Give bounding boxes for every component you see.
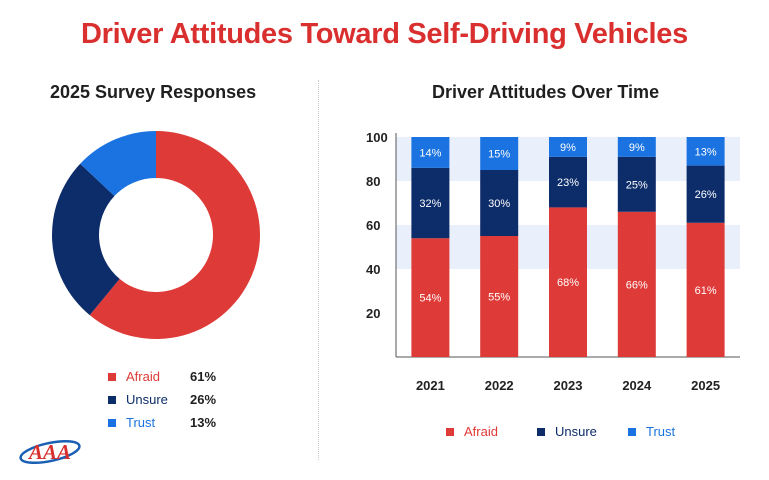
bar-data-label: 55% [488, 292, 510, 304]
bar-data-label: 9% [629, 142, 645, 154]
legend-value: 61% [190, 369, 217, 384]
x-tick-label: 2025 [691, 378, 720, 393]
trust-swatch [628, 427, 636, 436]
bar-data-label: 9% [560, 142, 576, 154]
y-tick-label: 20 [366, 306, 380, 321]
bar-data-label: 13% [695, 146, 717, 158]
unsure-swatch [108, 395, 116, 404]
afraid-swatch [108, 372, 116, 381]
donut-slice-unsure [51, 163, 120, 316]
donut-legend-trust: Trust [108, 415, 155, 430]
bar-legend-unsure: Unsure [537, 424, 597, 439]
section-divider [318, 80, 319, 460]
bar-segment-afraid-2023 [549, 207, 587, 357]
page-title: Driver Attitudes Toward Self-Driving Veh… [81, 18, 688, 50]
x-tick-label: 2023 [554, 378, 583, 393]
bar-data-label: 30% [488, 198, 510, 210]
bar-data-label: 25% [626, 179, 648, 191]
donut-slice-trust [80, 131, 156, 196]
donut-chart [51, 131, 260, 339]
bar-segment-afraid-2025 [686, 222, 725, 357]
legend-label: Unsure [555, 424, 597, 439]
bar-segment-afraid-2022 [480, 236, 519, 357]
y-tick-label: 60 [366, 218, 380, 233]
bar-chart-title: Driver Attitudes Over Time [432, 82, 660, 102]
unsure-swatch [537, 427, 545, 436]
x-tick-label: 2022 [485, 378, 514, 393]
legend-value: 26% [190, 392, 217, 407]
bar-segment-trust-2024 [617, 137, 656, 157]
y-tick-label: 40 [366, 262, 380, 277]
x-tick-label: 2021 [416, 378, 445, 393]
donut-legend-unsure: Unsure [108, 392, 168, 407]
legend-label: Afraid [464, 424, 498, 439]
bar-data-label: 15% [488, 149, 510, 161]
donut-slice-afraid [89, 131, 260, 339]
bar-segment-unsure-2022 [480, 170, 519, 236]
legend-label: Trust [126, 415, 156, 430]
bar-data-label: 68% [557, 277, 579, 289]
bar-data-label: 61% [695, 285, 717, 297]
afraid-swatch [446, 427, 454, 436]
logo-oval [19, 439, 81, 465]
bar-data-label: 54% [419, 293, 441, 305]
bar-segment-afraid-2024 [617, 211, 656, 357]
bar-segment-trust-2022 [480, 137, 519, 170]
bar-legend-trust: Trust [628, 424, 675, 439]
bar-segment-trust-2021 [411, 137, 450, 168]
bar-data-label: 66% [626, 279, 648, 291]
bar-segment-afraid-2021 [411, 238, 450, 357]
legend-label: Unsure [126, 392, 168, 407]
bar-segment-unsure-2023 [549, 156, 587, 208]
bar-data-label: 23% [557, 177, 579, 189]
bar-data-label: 14% [419, 147, 441, 159]
legend-label: Trust [646, 424, 676, 439]
stacked-bar-chart: 20 40 60 80 100 54% 32% 14% 2021 55% 30% 15% 2022 68%… [366, 130, 740, 393]
bar-segment-trust-2025 [686, 137, 725, 166]
bar-legend-afraid: Afraid [446, 424, 498, 439]
trust-swatch [108, 418, 116, 427]
y-tick-label: 100 [366, 130, 388, 145]
donut-legend-afraid: Afraid [108, 369, 160, 384]
aaa-logo: AAA [19, 439, 81, 465]
legend-value: 13% [190, 415, 217, 430]
bar-segment-unsure-2025 [686, 165, 725, 223]
x-tick-label: 2024 [622, 378, 652, 393]
donut-chart-title: 2025 Survey Responses [50, 82, 257, 102]
legend-label: Afraid [126, 369, 160, 384]
logo-text: AAA [27, 440, 71, 464]
bar-data-label: 26% [695, 189, 717, 201]
bar-segment-unsure-2024 [617, 156, 656, 212]
bar-segment-trust-2023 [549, 137, 587, 157]
bar-data-label: 32% [419, 198, 441, 210]
y-tick-label: 80 [366, 174, 380, 189]
bar-segment-unsure-2021 [411, 167, 450, 239]
